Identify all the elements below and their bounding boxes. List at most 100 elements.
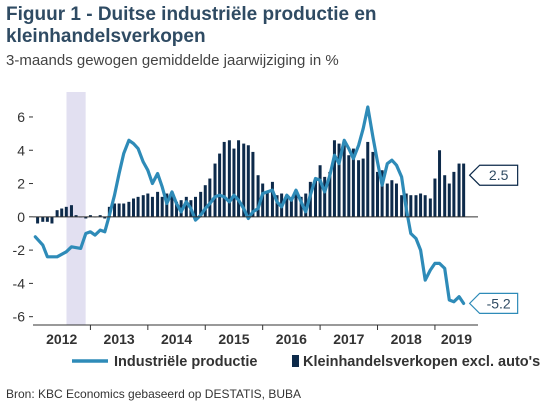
- bar-mark: [447, 183, 451, 217]
- legend-bar-swatch: [292, 355, 299, 367]
- bar-mark: [376, 171, 380, 217]
- bar-mark: [337, 143, 341, 217]
- bar-mark: [394, 183, 398, 217]
- x-tick-label: 2015: [218, 331, 249, 347]
- bar-mark: [275, 195, 279, 217]
- bar-mark: [443, 175, 447, 217]
- chart-title: Figuur 1 - Duitse industriële productie …: [6, 4, 377, 47]
- bar-mark: [462, 163, 466, 217]
- bar-mark: [156, 191, 160, 217]
- bar-mark: [55, 210, 59, 217]
- legend-label-industriele-productie: Industriële productie: [114, 354, 257, 370]
- bar-mark: [314, 180, 318, 217]
- bar-mark: [213, 163, 217, 217]
- bar-mark: [400, 195, 404, 217]
- bar-mark: [113, 203, 117, 217]
- bar-mark: [328, 171, 332, 217]
- bar-mark: [299, 196, 303, 217]
- legend: Industriële productie Kleinhandelsverkope…: [72, 354, 540, 370]
- annotations-group: 2.5 -5.2: [468, 164, 519, 314]
- bar-mark: [150, 196, 154, 217]
- bar-mark: [332, 140, 336, 217]
- bar-mark: [117, 203, 121, 217]
- y-tick-label: -6: [13, 309, 26, 325]
- bar-series-group: [36, 140, 466, 224]
- y-tick-label: 0: [17, 209, 25, 225]
- bar-mark: [304, 193, 308, 217]
- chart-subtitle: 3-maands gewogen gemiddelde jaarwijzigin…: [6, 52, 339, 69]
- chart-svg: -6 -4 -2 0 2 4 6 2012 2013 2014 2015 2016 2017 2018 20…: [13, 92, 540, 370]
- bar-mark: [127, 201, 131, 217]
- bar-mark: [428, 198, 432, 217]
- bar-mark: [122, 203, 126, 217]
- bar-mark: [452, 171, 456, 217]
- bar-mark: [242, 143, 246, 217]
- bar-mark: [203, 185, 207, 217]
- bar-mark: [193, 196, 197, 217]
- bar-mark: [227, 140, 231, 217]
- line-series-group: [33, 105, 466, 305]
- bar-mark: [323, 176, 327, 217]
- bar-mark: [41, 216, 45, 222]
- bar-mark: [289, 200, 293, 217]
- y-tick-label: -4: [13, 275, 26, 291]
- bar-mark: [342, 145, 346, 217]
- bar-mark: [414, 195, 418, 217]
- bar-mark: [285, 198, 289, 217]
- bar-mark: [165, 193, 169, 217]
- x-tick-label: 2016: [276, 331, 307, 347]
- callout-label: -5.2: [487, 295, 511, 311]
- bar-mark: [170, 195, 174, 217]
- legend-label-kleinhandelsverkopen: Kleinhandelsverkopen excl. auto's: [303, 354, 540, 370]
- bar-mark: [390, 180, 394, 217]
- x-tick-label: 2013: [104, 331, 135, 347]
- bar-mark: [385, 183, 389, 217]
- callout-box: [468, 292, 519, 314]
- bar-mark: [438, 150, 442, 217]
- bar-mark: [60, 208, 64, 217]
- callout-kleinhandelsverkopen: 2.5: [468, 164, 519, 186]
- bar-mark: [261, 183, 265, 217]
- bar-mark: [175, 201, 179, 217]
- callout-box: [468, 164, 519, 186]
- bar-mark: [146, 193, 150, 217]
- x-tick-label: 2012: [46, 331, 77, 347]
- bar-mark: [208, 178, 212, 217]
- bar-mark: [265, 191, 269, 217]
- shaded-period-group: [66, 92, 86, 325]
- bar-mark: [88, 215, 92, 217]
- bar-mark: [184, 196, 188, 217]
- bar-mark: [64, 206, 68, 217]
- shaded-period: [66, 92, 86, 325]
- bar-mark: [246, 145, 250, 217]
- bar-mark: [98, 215, 102, 217]
- bar-mark: [84, 216, 88, 219]
- bar-mark: [237, 140, 241, 217]
- bar-mark: [45, 216, 49, 222]
- bar-mark: [256, 175, 260, 217]
- bar-mark: [318, 165, 322, 217]
- bar-mark: [351, 148, 355, 217]
- bar-mark: [347, 155, 351, 217]
- bar-mark: [371, 151, 375, 217]
- x-tick-label: 2018: [391, 331, 422, 347]
- bar-mark: [69, 205, 73, 217]
- bar-mark: [357, 160, 361, 217]
- y-tick-label: -2: [13, 242, 26, 258]
- bar-mark: [294, 193, 298, 217]
- bar-mark: [36, 216, 40, 224]
- x-tick-label: 2019: [441, 331, 472, 347]
- x-tick-label: 2017: [333, 331, 364, 347]
- bar-mark: [74, 215, 78, 217]
- bar-mark: [131, 198, 135, 217]
- callout-label: 2.5: [489, 167, 509, 183]
- bar-mark: [141, 195, 145, 217]
- bar-mark: [232, 148, 236, 217]
- source-note: Bron: KBC Economics gebaseerd op DESTATI…: [6, 387, 302, 401]
- bar-mark: [160, 196, 164, 217]
- line-industriele-productie: [33, 105, 466, 305]
- bar-mark: [218, 153, 222, 217]
- y-tick-label: 6: [17, 109, 25, 125]
- bar-mark: [361, 158, 365, 217]
- y-tick-label: 2: [17, 176, 25, 192]
